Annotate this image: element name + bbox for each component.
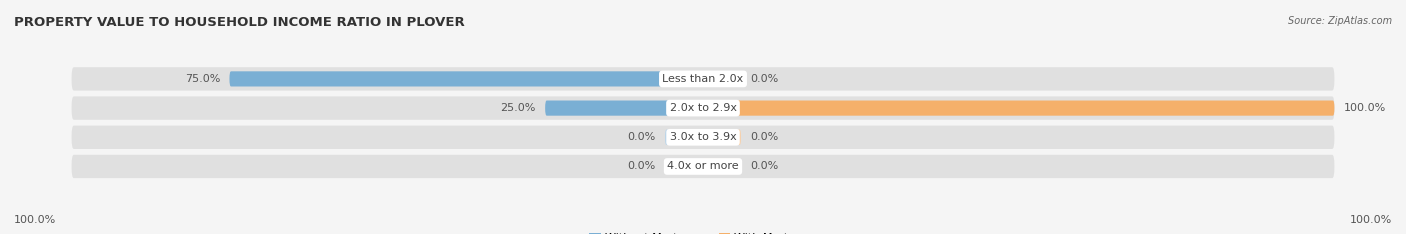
Text: 0.0%: 0.0% (751, 132, 779, 142)
FancyBboxPatch shape (665, 130, 703, 145)
FancyBboxPatch shape (72, 96, 1334, 120)
FancyBboxPatch shape (665, 159, 703, 174)
Text: 3.0x to 3.9x: 3.0x to 3.9x (669, 132, 737, 142)
Text: 0.0%: 0.0% (627, 161, 655, 172)
Text: 0.0%: 0.0% (751, 161, 779, 172)
Text: 0.0%: 0.0% (627, 132, 655, 142)
Text: 100.0%: 100.0% (14, 215, 56, 225)
FancyBboxPatch shape (703, 159, 741, 174)
FancyBboxPatch shape (703, 101, 1334, 116)
FancyBboxPatch shape (229, 71, 703, 87)
Text: 0.0%: 0.0% (751, 74, 779, 84)
Text: 25.0%: 25.0% (501, 103, 536, 113)
Text: 2.0x to 2.9x: 2.0x to 2.9x (669, 103, 737, 113)
Text: Source: ZipAtlas.com: Source: ZipAtlas.com (1288, 16, 1392, 26)
Text: 4.0x or more: 4.0x or more (668, 161, 738, 172)
FancyBboxPatch shape (546, 101, 703, 116)
FancyBboxPatch shape (703, 71, 741, 87)
Text: PROPERTY VALUE TO HOUSEHOLD INCOME RATIO IN PLOVER: PROPERTY VALUE TO HOUSEHOLD INCOME RATIO… (14, 16, 465, 29)
FancyBboxPatch shape (703, 130, 741, 145)
FancyBboxPatch shape (72, 67, 1334, 91)
Legend: Without Mortgage, With Mortgage: Without Mortgage, With Mortgage (585, 228, 821, 234)
FancyBboxPatch shape (72, 155, 1334, 178)
Text: 100.0%: 100.0% (1344, 103, 1386, 113)
Text: 100.0%: 100.0% (1350, 215, 1392, 225)
Text: 75.0%: 75.0% (184, 74, 219, 84)
FancyBboxPatch shape (72, 126, 1334, 149)
Text: Less than 2.0x: Less than 2.0x (662, 74, 744, 84)
